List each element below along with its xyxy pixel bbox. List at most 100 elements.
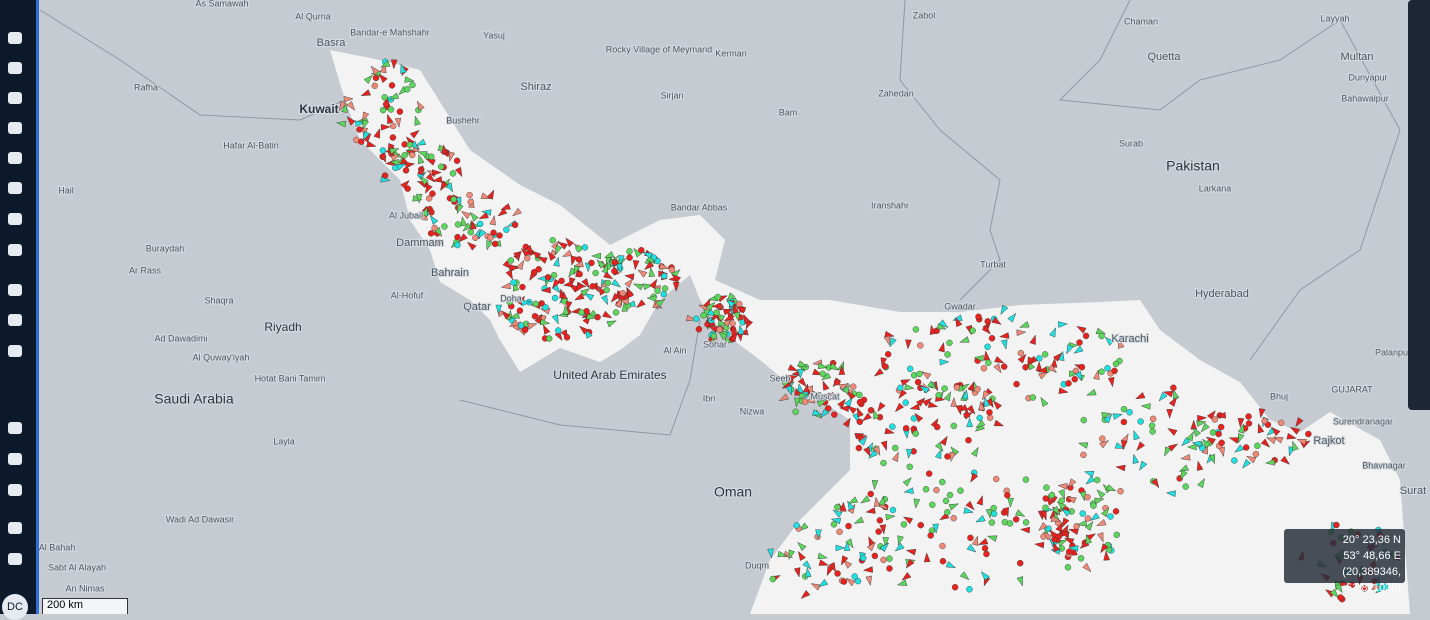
vessel[interactable] (1037, 366, 1048, 375)
vessel[interactable] (1099, 438, 1110, 449)
vessel[interactable] (486, 189, 496, 200)
nav-icon[interactable] (8, 314, 22, 326)
vessel[interactable] (990, 504, 997, 512)
vessel[interactable] (815, 529, 822, 540)
vessel[interactable] (415, 100, 425, 111)
user-avatar[interactable]: DC (2, 594, 28, 620)
vessel[interactable] (477, 220, 484, 228)
vessel[interactable] (661, 285, 669, 292)
vessel[interactable] (716, 329, 728, 341)
vessel[interactable] (672, 282, 680, 292)
vessel[interactable] (1093, 369, 1101, 380)
vessel[interactable] (939, 478, 946, 486)
vessel[interactable] (1080, 451, 1087, 459)
vessel[interactable] (530, 268, 538, 276)
vessel[interactable] (802, 560, 814, 572)
vessel[interactable] (840, 578, 848, 585)
vessel[interactable] (709, 336, 717, 348)
vessel[interactable] (575, 256, 583, 263)
vessel[interactable] (624, 273, 635, 281)
vessel[interactable] (387, 106, 395, 113)
vessel[interactable] (1162, 446, 1172, 458)
vessel[interactable] (1112, 508, 1120, 515)
vessel[interactable] (867, 407, 875, 414)
vessel[interactable] (345, 115, 356, 126)
vessel[interactable] (1049, 327, 1058, 338)
vessel[interactable] (576, 270, 583, 278)
vessel[interactable] (830, 521, 838, 528)
vessel[interactable] (1098, 543, 1109, 555)
vessel[interactable] (871, 480, 879, 491)
vessel[interactable] (564, 300, 573, 312)
vessel[interactable] (949, 445, 960, 457)
vessel[interactable] (839, 555, 849, 567)
vessel[interactable] (959, 336, 970, 346)
vessel[interactable] (389, 134, 397, 141)
vessel[interactable] (710, 332, 718, 340)
nav-icon[interactable] (8, 553, 22, 565)
vessel[interactable] (500, 282, 511, 290)
vessel[interactable] (1086, 388, 1097, 398)
vessel[interactable] (856, 391, 863, 399)
vessel[interactable] (581, 244, 589, 251)
vessel[interactable] (966, 586, 973, 593)
vessel[interactable] (1149, 428, 1156, 435)
vessel[interactable] (834, 570, 841, 577)
vessel[interactable] (741, 313, 751, 325)
vessel[interactable] (879, 524, 887, 535)
vessel[interactable] (1097, 532, 1106, 543)
vessel[interactable] (736, 300, 743, 308)
vessel[interactable] (1016, 329, 1027, 337)
vessel[interactable] (468, 211, 479, 222)
vessel[interactable] (725, 292, 736, 304)
vessel[interactable] (893, 402, 905, 414)
vessel[interactable] (817, 362, 829, 371)
vessel[interactable] (1260, 438, 1272, 450)
vessel[interactable] (820, 380, 830, 391)
vessel[interactable] (875, 528, 882, 535)
vessel[interactable] (1060, 506, 1072, 517)
vessel[interactable] (817, 552, 828, 561)
vessel[interactable] (390, 59, 398, 70)
vessel[interactable] (354, 120, 366, 127)
vessel[interactable] (511, 221, 519, 229)
vessel[interactable] (981, 325, 993, 336)
vessel[interactable] (900, 521, 908, 528)
vessel[interactable] (596, 284, 606, 296)
vessel[interactable] (841, 558, 853, 569)
vessel[interactable] (551, 314, 561, 325)
vessel[interactable] (943, 390, 953, 402)
vessel[interactable] (778, 393, 789, 404)
vessel[interactable] (785, 385, 794, 396)
vessel[interactable] (1076, 519, 1088, 527)
vessel[interactable] (986, 414, 994, 421)
vessel[interactable] (838, 405, 850, 412)
vessel[interactable] (437, 163, 445, 170)
vessel[interactable] (971, 535, 980, 546)
vessel[interactable] (402, 167, 410, 174)
vessel[interactable] (1095, 488, 1106, 499)
vessel[interactable] (948, 451, 956, 463)
vessel[interactable] (1041, 351, 1049, 358)
vessel[interactable] (806, 385, 815, 396)
vessel[interactable] (360, 119, 370, 131)
vessel[interactable] (415, 193, 423, 204)
vessel-markers[interactable] (336, 58, 1401, 603)
vessel[interactable] (945, 561, 957, 570)
vessel[interactable] (1165, 490, 1176, 497)
vessel[interactable] (573, 283, 584, 294)
vessel[interactable] (453, 157, 461, 164)
vessel[interactable] (831, 411, 838, 418)
vessel[interactable] (917, 521, 924, 529)
vessel[interactable] (905, 448, 913, 459)
vessel[interactable] (856, 398, 864, 406)
vessel[interactable] (603, 286, 610, 294)
vessel[interactable] (853, 516, 865, 526)
vessel[interactable] (390, 151, 402, 162)
vessel[interactable] (478, 212, 489, 221)
vessel[interactable] (819, 370, 826, 377)
vessel[interactable] (993, 475, 1000, 483)
vessel[interactable] (861, 412, 872, 423)
vessel[interactable] (603, 251, 615, 260)
vessel[interactable] (454, 166, 464, 178)
